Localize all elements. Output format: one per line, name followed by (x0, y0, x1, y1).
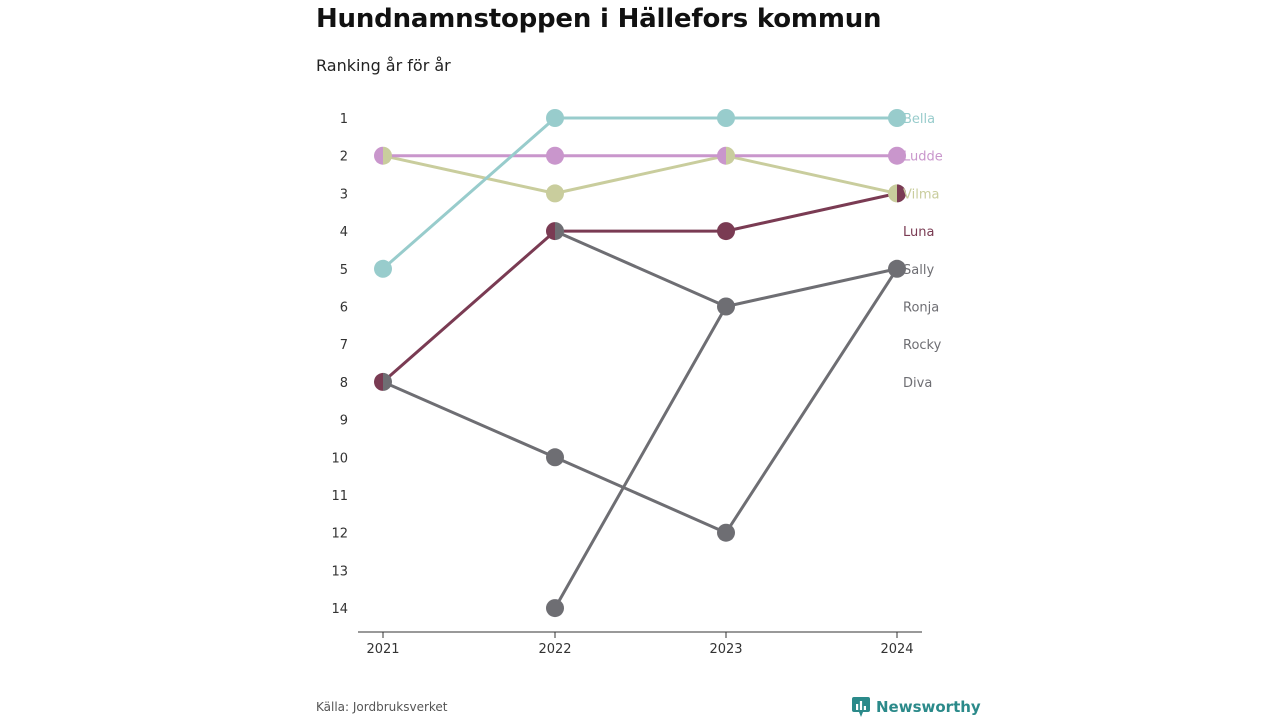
newsworthy-logo[interactable]: Newsworthy (852, 697, 981, 717)
series-lines (381, 116, 899, 610)
y-tick-label: 3 (340, 187, 348, 202)
x-tick-label: 2024 (880, 642, 913, 657)
y-tick-label: 9 (340, 414, 348, 429)
y-tick-label: 12 (331, 527, 348, 542)
y-tick-label: 13 (331, 564, 348, 579)
series-line-rocky (553, 267, 899, 610)
bar-chart-speech-icon (852, 697, 870, 717)
series-point-sally (717, 523, 735, 542)
chart-subtitle: Ranking år för år (316, 56, 451, 75)
series-point-vilma (726, 146, 735, 165)
series-label-sally: Sally (903, 263, 934, 278)
series-point-rocky (546, 599, 564, 618)
brand-name: Newsworthy (876, 698, 981, 716)
series-label-rocky: Rocky (903, 338, 942, 353)
source-note: Källa: Jordbruksverket (316, 700, 448, 714)
y-tick-label: 8 (340, 376, 348, 391)
y-tick-label: 2 (340, 150, 348, 165)
series-point-vilma (888, 184, 897, 203)
series-point-bella (717, 109, 735, 127)
series-point-vilma (383, 146, 392, 165)
y-tick-label: 7 (340, 338, 348, 353)
series-label-diva: Diva (903, 376, 932, 391)
x-tick-label: 2023 (709, 642, 742, 657)
series-label-ronja: Ronja (903, 301, 939, 316)
x-axis: 2021 2022 2023 2024 (358, 631, 922, 657)
series-point-ronja (555, 222, 564, 241)
series-point-bella (546, 109, 564, 127)
series-point-luna (374, 372, 383, 391)
chart-title: Hundnamnstoppen i Hällefors kommun (316, 4, 882, 34)
series-point-bella (374, 259, 392, 278)
series-point-sally (546, 448, 564, 467)
y-tick-label: 14 (331, 602, 348, 617)
series-point-vilma (546, 184, 564, 203)
series-line-ronja (553, 229, 728, 308)
series-point-ronja (717, 297, 735, 316)
series-point-sally (888, 259, 906, 278)
x-tick-label: 2021 (366, 642, 399, 657)
series-line-bella (381, 116, 899, 271)
series-point-sally (383, 372, 392, 391)
series-point-bella (888, 109, 906, 127)
series-point-ludde (888, 146, 906, 165)
series-label-ludde: Ludde (903, 150, 943, 165)
series-point-luna (897, 184, 906, 203)
series-label-vilma: Vilma (903, 187, 939, 202)
series-label-bella: Bella (903, 112, 935, 127)
series-line-luna (381, 191, 899, 384)
series-label-luna: Luna (903, 225, 934, 240)
y-tick-label: 11 (331, 489, 348, 504)
y-tick-label: 5 (340, 263, 348, 278)
y-tick-label: 1 (340, 112, 348, 127)
series-point-luna (717, 222, 735, 241)
series-labels: Bella Ludde Vilma Luna Sally Ronja Rocky Diva (903, 112, 943, 391)
series-line-sally (381, 267, 899, 535)
y-tick-label: 4 (340, 225, 348, 240)
x-tick-label: 2022 (538, 642, 571, 657)
series-point-ludde (374, 146, 383, 165)
series-point-ludde (717, 146, 726, 165)
series-point-luna (546, 222, 555, 241)
series-line-vilma (381, 154, 899, 195)
series-point-ludde (546, 146, 564, 165)
series-points (374, 109, 906, 618)
y-tick-label: 6 (340, 301, 348, 316)
y-tick-label: 10 (331, 451, 348, 466)
